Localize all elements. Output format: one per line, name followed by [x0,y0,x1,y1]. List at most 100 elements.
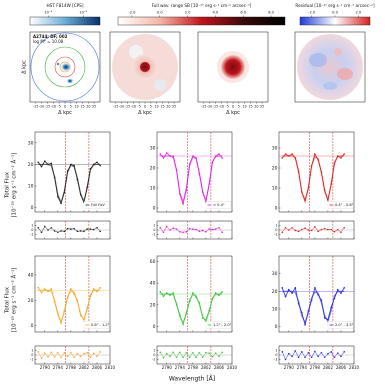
data-point [294,287,297,289]
data-point [70,288,72,290]
x-tick-label: 2802 [323,365,334,370]
colorbar-tick-label: 0.0 [332,11,338,15]
residual-point [79,355,82,358]
image-x-tick-label: 15 [248,105,252,109]
x-tick-label: 2810 [349,365,360,370]
colorbar-label: Full wav. range SB [10⁻²⁰ erg s⁻¹ cm⁻² a… [152,3,252,8]
residual-point [205,351,207,354]
residual-point [162,231,165,234]
y-tick-label: 60 [150,259,156,265]
residual-point [47,229,49,231]
residual-point [162,356,165,359]
residual-point [70,351,72,354]
residual-point [89,356,92,359]
residual-point [284,358,287,361]
image-x-tick-label: 20 [166,105,170,109]
data-point [159,153,162,155]
residual-y-tick-label: 1 [275,349,277,353]
residual-y-tick-label: 0 [275,228,277,232]
image-x-tick-label: -20 [39,105,44,109]
legend-label: < 0.4" [213,203,225,207]
data-point [304,324,306,326]
x-tick-label: 2790 [162,365,173,370]
residual-point [192,228,194,230]
image-x-tick-label: -15 [213,105,218,109]
residual-point [221,351,224,354]
residual-point [99,230,102,233]
x-tick-label: 2810 [105,365,116,370]
y-tick-label: 20 [28,162,34,168]
data-point [323,317,326,319]
residual-point [40,357,43,359]
residual-point [57,231,59,234]
image-x-tick-label: -15 [125,105,130,109]
residual-point [294,229,297,232]
residual-point [317,230,319,233]
image-x-tick-label: -10 [131,105,136,109]
residual-point [310,229,313,232]
data-point [218,294,220,296]
residual-point [89,228,92,230]
residual-point [182,356,184,359]
residual-line [38,351,101,359]
residual-point [47,356,49,358]
y-tick-label: 0 [153,206,156,212]
residual-point [76,352,79,355]
y-label: Total Flux [5,171,11,199]
residual-point [99,351,102,353]
residual-point [73,227,75,230]
residual-point [43,225,46,228]
data-point [40,291,43,294]
colorbar [117,16,286,26]
residual-point [323,356,326,359]
y-tick-label: 10 [272,307,278,313]
data-point [50,288,53,290]
image-y-label: Δ kpc [22,60,28,74]
data-point [314,287,316,289]
colorbar-tick-label: 0.0 [157,11,163,15]
residual-point [198,351,201,354]
y-tick-label: 10 [28,184,34,190]
image-x-tick-label: 10 [75,105,79,109]
residual-point [53,356,56,358]
data-point [221,291,224,293]
residual-point [169,229,171,231]
x-tick-label: 2798 [310,365,321,370]
model-line [38,289,101,323]
residual-point [83,352,85,355]
residual-point [330,228,332,231]
residual-point [188,356,191,359]
residual-y-tick-label: -1 [152,358,156,362]
residual-point [169,355,171,358]
residual-point [53,230,56,232]
data-point [336,288,339,291]
residual-image [294,31,366,103]
data-point [96,290,98,293]
legend-box [83,321,110,329]
residual-point [195,228,197,231]
image-x-label: Δ kpc [58,110,72,116]
image-x-tick-label: 5 [150,105,152,109]
image-x-tick-label: 10 [243,105,247,109]
residual-point [66,355,69,358]
colorbar-tick-label: -2.0 [128,11,136,15]
data-point [281,287,284,289]
data-point [60,322,62,324]
colorbar-tick-label: 2.0 [185,11,191,15]
x-tick-label: 2790 [40,365,51,370]
residual-point [281,351,284,353]
series [159,152,224,206]
residual-point [185,351,188,354]
residual-point [208,228,210,230]
model-image [197,31,269,103]
residual-y-tick-label: -1 [152,233,156,237]
data-point [165,292,168,294]
data-point [221,157,224,159]
image-x-tick-label: -25 [113,105,118,109]
data-point [37,161,40,164]
residual-point [284,226,287,229]
y-tick-label: 0 [31,205,34,211]
residual-y-tick-label: 0 [31,353,33,357]
residual-point [301,351,303,353]
image-x-tick-label: -5 [138,105,141,109]
